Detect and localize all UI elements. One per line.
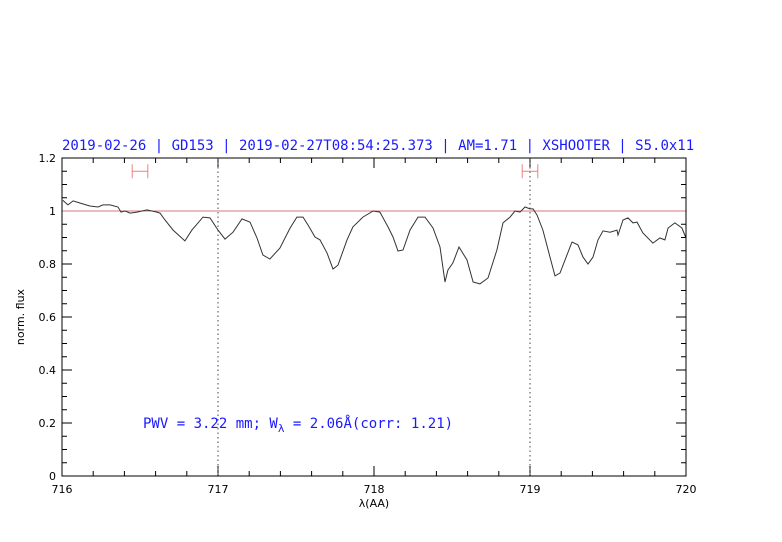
y-tick-label: 0.4 [39,364,57,377]
y-tick-label: 0.2 [39,417,57,430]
spectrum-line [62,200,687,285]
error-bar [521,164,539,179]
x-axis-label: λ(AA) [359,497,389,510]
chart-title: 2019-02-26 | GD153 | 2019-02-27T08:54:25… [62,138,694,154]
error-bar [131,164,149,179]
x-tick-label: 719 [520,483,541,496]
y-tick-label: 0.6 [39,311,57,324]
y-tick-label: 1.2 [39,152,57,165]
x-tick-label: 717 [208,483,229,496]
y-axis-label: norm. flux [14,288,27,345]
x-tick-label: 720 [676,483,697,496]
x-tick-label: 718 [364,483,385,496]
y-tick-label: 0 [49,470,56,483]
y-tick-label: 0.8 [39,258,57,271]
pwv-annotation: PWV = 3.22 mm; Wλ = 2.06Å(corr: 1.21) [143,415,453,435]
x-tick-label: 716 [52,483,73,496]
y-tick-label: 1 [49,205,56,218]
plot-frame [61,157,687,477]
